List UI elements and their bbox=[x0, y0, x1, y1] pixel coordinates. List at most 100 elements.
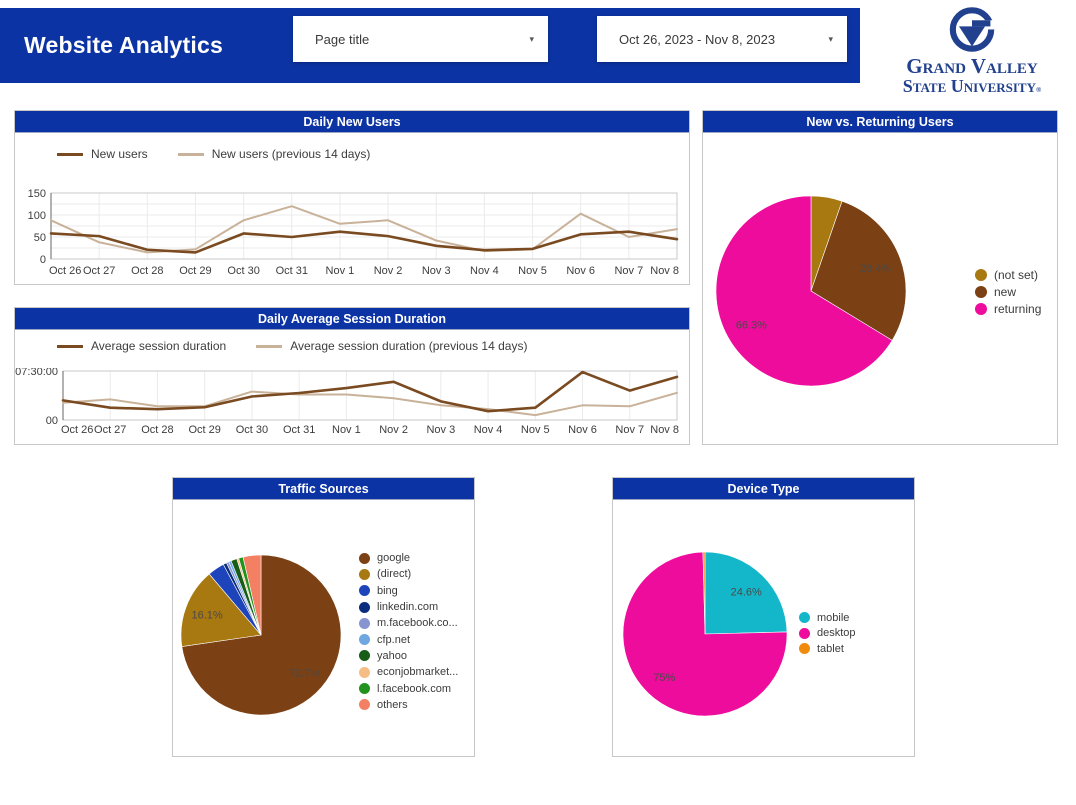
pie-chart-svg: 24.6% 75% bbox=[622, 551, 788, 717]
svg-text:07:30:00: 07:30:00 bbox=[15, 368, 58, 378]
legend-swatch bbox=[177, 152, 204, 156]
svg-text:Oct 27: Oct 27 bbox=[83, 265, 115, 277]
legend-swatch bbox=[975, 268, 987, 281]
svg-text:Nov 4: Nov 4 bbox=[474, 424, 503, 436]
legend-label: Average session duration bbox=[91, 339, 227, 353]
svg-text:Nov 8: Nov 8 bbox=[650, 424, 679, 436]
card-daily-new-users: Daily New Users New users New users (prev… bbox=[14, 110, 690, 285]
svg-text:Nov 7: Nov 7 bbox=[614, 265, 643, 277]
svg-text:Nov 1: Nov 1 bbox=[326, 265, 355, 277]
legend-swatch bbox=[359, 699, 370, 711]
pie-slice bbox=[810, 200, 907, 341]
legend-label: Average session duration (previous 14 da… bbox=[290, 339, 528, 353]
logo-text-line1: Grand Valley bbox=[906, 54, 1038, 78]
legend-item: m.facebook.co... bbox=[359, 615, 458, 631]
legend-item: linkedin.com bbox=[359, 599, 458, 615]
svg-text:Nov 4: Nov 4 bbox=[470, 265, 499, 277]
session-duration-line-chart: Oct 26 Oct 27 Oct 28 Oct 29 Oct 30 Oct 31 Nov … bbox=[15, 366, 689, 440]
svg-text:Nov 7: Nov 7 bbox=[615, 424, 644, 436]
gvsu-logo: Grand Valley State University® bbox=[884, 4, 1060, 96]
new-vs-returning-pie-chart: 28.4% 66.3% bbox=[711, 191, 911, 396]
legend-item: google bbox=[359, 550, 458, 566]
svg-text:Oct 26: Oct 26 bbox=[49, 265, 81, 277]
svg-text:Oct 29: Oct 29 bbox=[179, 265, 211, 277]
svg-text:00: 00 bbox=[46, 415, 58, 427]
legend-item: others bbox=[359, 697, 458, 713]
line-chart-svg: Oct 26 Oct 27 Oct 28 Oct 29 Oct 30 Oct 31 Nov … bbox=[15, 366, 679, 436]
legend-label: l.facebook.com bbox=[377, 682, 451, 695]
registered-mark: ® bbox=[1036, 86, 1042, 95]
svg-text:150: 150 bbox=[28, 189, 46, 200]
legend-label: econjobmarket... bbox=[377, 666, 459, 679]
legend-swatch bbox=[975, 285, 987, 298]
pie-slice bbox=[715, 195, 893, 387]
legend-swatch bbox=[975, 302, 987, 315]
legend-label: (not set) bbox=[994, 267, 1039, 282]
pie-slice-label: 75% bbox=[653, 672, 675, 684]
card-title: Traffic Sources bbox=[173, 478, 474, 500]
svg-text:Oct 30: Oct 30 bbox=[236, 424, 268, 436]
card-new-vs-returning: New vs. Returning Users 28.4% 66.3% (not … bbox=[702, 110, 1058, 445]
legend-label: desktop bbox=[817, 627, 856, 640]
svg-text:Nov 5: Nov 5 bbox=[518, 265, 547, 277]
legend-item: yahoo bbox=[359, 648, 458, 664]
legend-item: cfp.net bbox=[359, 631, 458, 647]
legend-item: econjobmarket... bbox=[359, 664, 458, 680]
legend-swatch bbox=[359, 585, 370, 597]
dashboard-title: Website Analytics bbox=[24, 32, 223, 58]
legend-item: Average session duration bbox=[57, 339, 226, 353]
legend-label: bing bbox=[377, 584, 398, 597]
pie-slice-label: 28.4% bbox=[860, 263, 891, 275]
legend-label: new bbox=[994, 284, 1017, 299]
legend-new-vs-returning: (not set) new returning bbox=[975, 266, 1041, 317]
legend-label: tablet bbox=[817, 642, 844, 655]
legend-swatch bbox=[359, 683, 370, 695]
svg-text:Nov 6: Nov 6 bbox=[568, 424, 597, 436]
svg-text:Nov 2: Nov 2 bbox=[374, 265, 403, 277]
page-title-filter-dropdown[interactable]: Page title ▾ bbox=[293, 16, 548, 62]
pie-slice-label: 24.6% bbox=[731, 587, 762, 599]
legend-label: (direct) bbox=[377, 568, 412, 581]
legend-traffic-sources: google (direct) bing linkedin.com m.facebook… bbox=[359, 550, 458, 713]
card-title: New vs. Returning Users bbox=[703, 111, 1057, 133]
legend-label: New users bbox=[91, 147, 148, 161]
line-chart-svg: Oct 26 Oct 27 Oct 28 Oct 29 Oct 30 Oct 31 Nov … bbox=[28, 188, 679, 277]
svg-text:Oct 29: Oct 29 bbox=[188, 424, 220, 436]
legend-swatch bbox=[359, 601, 370, 613]
legend-label: linkedin.com bbox=[377, 601, 439, 614]
svg-text:Oct 28: Oct 28 bbox=[131, 265, 163, 277]
date-range-dropdown[interactable]: Oct 26, 2023 - Nov 8, 2023 ▾ bbox=[597, 16, 847, 62]
legend-label: mobile bbox=[817, 611, 850, 624]
gvsu-logo-mark bbox=[949, 7, 995, 52]
traffic-sources-pie-chart: 72.7% 16.1% bbox=[176, 550, 346, 725]
legend-swatch bbox=[359, 552, 370, 564]
legend-swatch bbox=[57, 152, 83, 156]
legend-swatch bbox=[256, 344, 283, 348]
legend-item: bing bbox=[359, 583, 458, 599]
svg-text:Nov 3: Nov 3 bbox=[426, 424, 455, 436]
legend-item: (direct) bbox=[359, 566, 458, 582]
legend-item: tablet bbox=[799, 641, 856, 657]
legend-swatch bbox=[359, 650, 370, 662]
card-session-duration: Daily Average Session Duration Average s… bbox=[14, 307, 690, 445]
pie-chart-svg: 72.7% 16.1% bbox=[180, 554, 342, 716]
page-title-filter-label: Page title bbox=[315, 31, 370, 47]
legend-swatch bbox=[359, 568, 370, 580]
pie-slice-label: 16.1% bbox=[192, 610, 223, 622]
legend-swatch bbox=[799, 612, 810, 624]
card-traffic-sources: Traffic Sources 72.7% 16.1% google (direct… bbox=[172, 477, 475, 757]
legend-session-duration: Average session duration Average session … bbox=[57, 339, 527, 353]
logo-text-line2: State University® bbox=[902, 76, 1042, 97]
legend-label: m.facebook.co... bbox=[377, 617, 458, 630]
svg-text:0: 0 bbox=[40, 254, 46, 266]
legend-item: (not set) bbox=[975, 266, 1041, 283]
legend-item: New users (previous 14 days) bbox=[177, 147, 370, 161]
card-title: Daily New Users bbox=[15, 111, 689, 133]
svg-text:100: 100 bbox=[28, 210, 46, 222]
svg-text:Oct 26: Oct 26 bbox=[61, 424, 93, 436]
card-title: Device Type bbox=[613, 478, 914, 500]
pie-slice bbox=[181, 554, 342, 716]
legend-item: New users bbox=[57, 147, 148, 161]
svg-text:Nov 8: Nov 8 bbox=[650, 265, 679, 277]
